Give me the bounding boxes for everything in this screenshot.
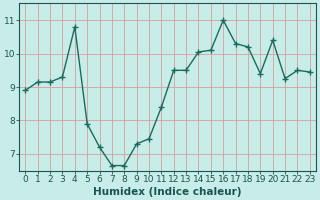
X-axis label: Humidex (Indice chaleur): Humidex (Indice chaleur) bbox=[93, 187, 242, 197]
